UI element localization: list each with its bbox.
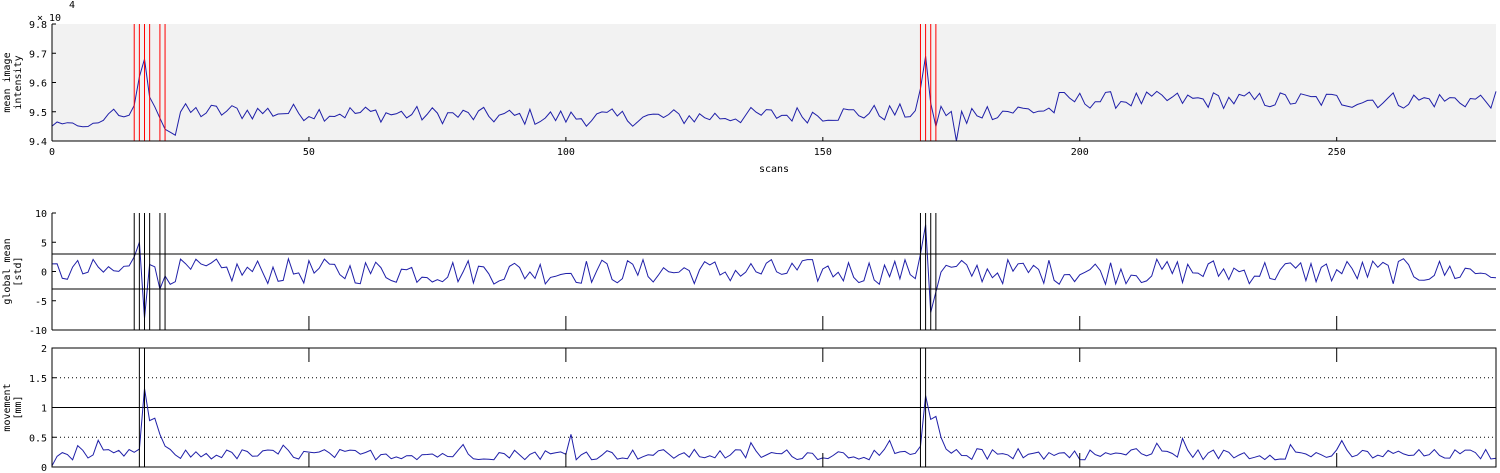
- x-tick-label: 50: [303, 147, 315, 158]
- y-tick-label: 9.5: [29, 108, 47, 119]
- y-tick-label: -10: [29, 326, 47, 337]
- y-axis-label: mean image: [2, 52, 13, 112]
- y-tick-label: 10: [35, 209, 47, 220]
- x-tick-label: 100: [557, 147, 575, 158]
- plot-background: [52, 24, 1496, 141]
- y-tick-label: 1: [41, 404, 47, 415]
- y-tick-label: 9.6: [29, 79, 47, 90]
- y-tick-label: 1.5: [29, 374, 47, 385]
- y-tick-label: 9.8: [29, 20, 47, 31]
- x-tick-label: 200: [1071, 147, 1089, 158]
- exponent-power: 4: [69, 0, 75, 11]
- movement-line: [51, 388, 1497, 467]
- x-tick-label: 0: [49, 147, 55, 158]
- x-tick-label: 250: [1328, 147, 1346, 158]
- y-tick-label: 9.7: [29, 49, 47, 60]
- y-axis-label: [std]: [13, 256, 24, 286]
- mean-intensity-line: [51, 56, 1497, 142]
- y-axis-label: global mean: [2, 238, 13, 304]
- y-tick-label: -5: [35, 297, 47, 308]
- y-axis-label: [mm]: [13, 395, 24, 419]
- x-axis-label: scans: [759, 164, 789, 175]
- y-tick-label: 0.5: [29, 433, 47, 444]
- y-tick-label: 9.4: [29, 137, 47, 148]
- y-tick-label: 5: [41, 238, 47, 249]
- y-axis-label: intensity: [13, 55, 24, 109]
- global-mean-line: [51, 224, 1497, 319]
- y-tick-label: 0: [41, 268, 47, 279]
- x-tick-label: 150: [814, 147, 832, 158]
- exponent-label: × 10: [37, 13, 61, 24]
- y-axis-label: movement: [2, 383, 13, 431]
- y-tick-label: 2: [41, 344, 47, 355]
- y-tick-label: 0: [41, 463, 47, 473]
